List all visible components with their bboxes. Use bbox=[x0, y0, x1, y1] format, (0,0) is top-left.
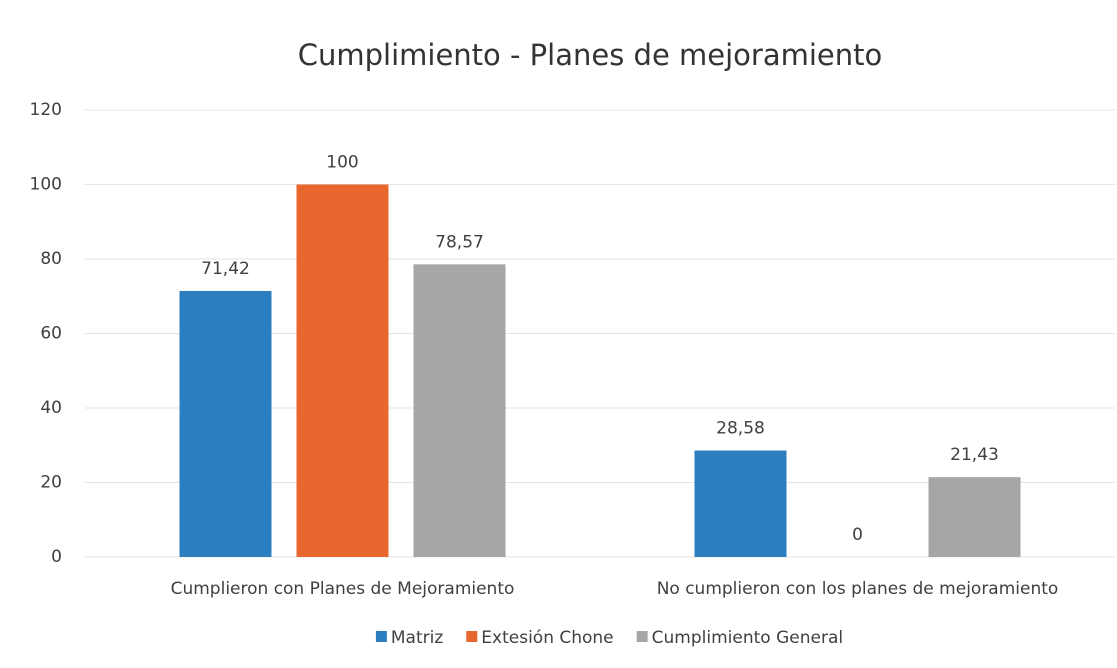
data-label: 0 bbox=[852, 525, 863, 545]
y-tick-label: 20 bbox=[40, 473, 62, 493]
data-label: 28,58 bbox=[716, 419, 765, 439]
bar bbox=[694, 450, 787, 557]
legend-label: Matriz bbox=[391, 628, 443, 648]
bar bbox=[179, 290, 272, 557]
data-label: 100 bbox=[326, 153, 358, 173]
legend-marker bbox=[375, 631, 387, 642]
y-tick-label: 80 bbox=[40, 249, 62, 269]
legend-label: Extesión Chone bbox=[481, 628, 613, 648]
x-tick-label: No cumplieron con los planes de mejorami… bbox=[657, 579, 1059, 599]
y-tick-label: 120 bbox=[30, 100, 62, 120]
legend-marker bbox=[466, 631, 478, 642]
data-label: 78,57 bbox=[435, 232, 484, 252]
data-label: 71,42 bbox=[201, 259, 250, 279]
y-tick-label: 100 bbox=[30, 175, 62, 195]
legend-marker bbox=[636, 631, 648, 642]
bar bbox=[928, 477, 1021, 557]
y-tick-label: 40 bbox=[40, 398, 62, 418]
chart-title: Cumplimiento - Planes de mejoramiento bbox=[298, 38, 883, 72]
bar bbox=[413, 264, 506, 557]
y-tick-label: 60 bbox=[40, 324, 62, 344]
data-label: 21,43 bbox=[950, 445, 999, 465]
y-tick-label: 0 bbox=[51, 547, 62, 567]
bar bbox=[296, 184, 389, 557]
x-tick-label: Cumplieron con Planes de Mejoramiento bbox=[171, 579, 515, 599]
legend-label: Cumplimiento General bbox=[652, 628, 843, 648]
